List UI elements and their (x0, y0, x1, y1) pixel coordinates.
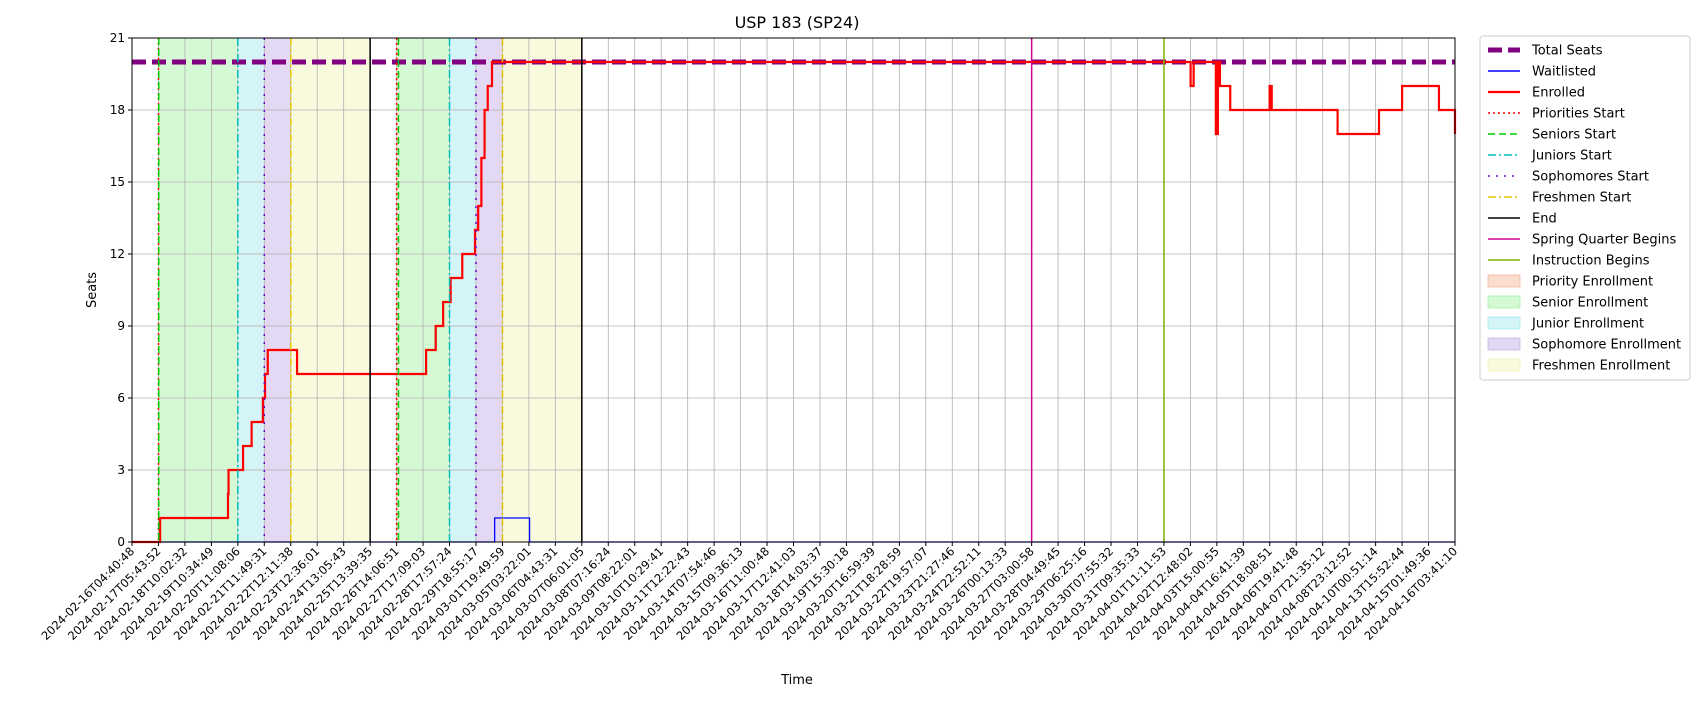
legend-label-end: End (1532, 212, 1557, 227)
legend-label-sophomores-start: Sophomores Start (1532, 170, 1649, 185)
plot-area: 0369121518212024-02-16T04:40:482024-02-1… (38, 31, 1460, 643)
legend-label-total-seats: Total Seats (1531, 44, 1603, 59)
y-tick-label: 12 (110, 247, 125, 261)
y-tick-label: 0 (117, 535, 125, 549)
y-axis-label: Seats (85, 272, 100, 308)
legend-frame (1479, 35, 1691, 381)
y-tick-label: 9 (117, 319, 125, 333)
region-freshmen-enrollment (290, 38, 371, 542)
y-tick-label: 21 (110, 31, 125, 45)
legend-swatch-priority-enrollment (1487, 274, 1521, 288)
legend-label-enrolled: Enrolled (1532, 86, 1585, 101)
legend-swatch-senior-enrollment (1487, 295, 1521, 309)
region-sophomore-enrollment (264, 38, 291, 542)
region-sophomore-enrollment (475, 38, 503, 542)
legend-swatch-freshmen-enrollment (1487, 358, 1521, 372)
y-tick-label: 15 (110, 175, 125, 189)
y-tick-label: 3 (117, 463, 125, 477)
legend-label-freshmen-enrollment: Freshmen Enrollment (1532, 359, 1670, 374)
legend-swatch-junior-enrollment (1487, 316, 1521, 330)
legend-label-priorities-start: Priorities Start (1532, 107, 1625, 122)
region-senior-enrollment (398, 38, 450, 542)
legend-label-spring-quarter-begins: Spring Quarter Begins (1532, 233, 1676, 248)
legend-label-waitlisted: Waitlisted (1532, 65, 1596, 80)
region-freshmen-enrollment (502, 38, 582, 542)
region-junior-enrollment (237, 38, 265, 542)
legend-label-junior-enrollment: Junior Enrollment (1531, 317, 1644, 332)
y-tick-label: 18 (110, 103, 125, 117)
y-tick-label: 6 (117, 391, 125, 405)
region-junior-enrollment (449, 38, 476, 542)
legend-label-instruction-begins: Instruction Begins (1532, 254, 1650, 269)
legend-label-juniors-start: Juniors Start (1531, 149, 1612, 164)
legend-label-seniors-start: Seniors Start (1532, 128, 1616, 143)
x-axis-label: Time (780, 673, 813, 688)
region-senior-enrollment (158, 38, 238, 542)
legend-label-freshmen-start: Freshmen Start (1532, 191, 1631, 206)
series-enrolled (132, 60, 1457, 544)
legend: Total Seats Waitlisted Enrolled Priorities … (1479, 35, 1691, 381)
legend-label-senior-enrollment: Senior Enrollment (1532, 296, 1648, 311)
legend-label-priority-enrollment: Priority Enrollment (1532, 275, 1653, 290)
legend-swatch-sophomore-enrollment (1487, 337, 1521, 351)
legend-label-sophomore-enrollment: Sophomore Enrollment (1532, 338, 1681, 353)
region-priority-enrollment (396, 38, 399, 542)
chart-title: USP 183 (SP24) (735, 13, 860, 32)
